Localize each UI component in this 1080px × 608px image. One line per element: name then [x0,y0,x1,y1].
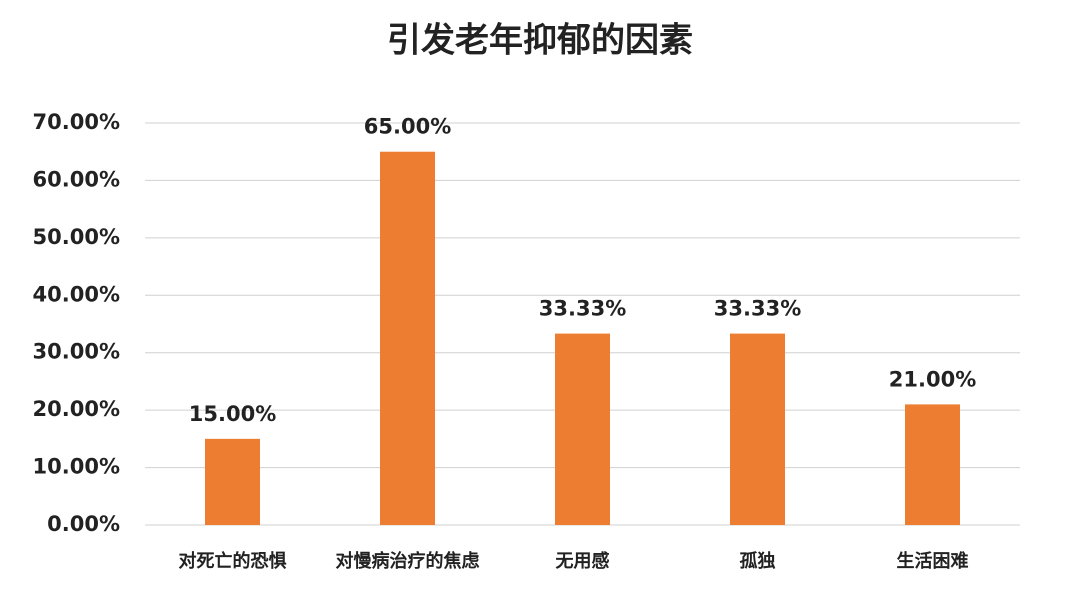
bar [730,333,785,525]
y-tick-label: 60.00% [33,167,120,191]
x-tick-label: 对慢病治疗的焦虑 [336,550,480,572]
value-label: 33.33% [714,297,801,321]
y-tick-label: 20.00% [33,397,120,421]
y-tick-label: 0.00% [47,512,120,536]
value-label: 33.33% [539,297,626,321]
x-tick-label: 无用感 [556,550,610,572]
x-tick-label: 生活困难 [897,550,969,572]
value-label: 21.00% [889,367,976,391]
chart-title: 引发老年抑郁的因素 [387,21,693,61]
value-label: 15.00% [189,402,276,426]
value-label: 65.00% [364,115,451,139]
bar [380,151,435,525]
x-tick-label: 孤独 [740,550,776,572]
y-tick-label: 30.00% [33,340,120,364]
y-tick-label: 50.00% [33,225,120,249]
y-tick-label: 70.00% [33,110,120,134]
bar [555,333,610,525]
y-tick-label: 40.00% [33,282,120,306]
bar [205,438,260,525]
y-tick-label: 10.00% [33,455,120,479]
bar [905,404,960,525]
x-tick-label: 对死亡的恐惧 [179,550,287,572]
